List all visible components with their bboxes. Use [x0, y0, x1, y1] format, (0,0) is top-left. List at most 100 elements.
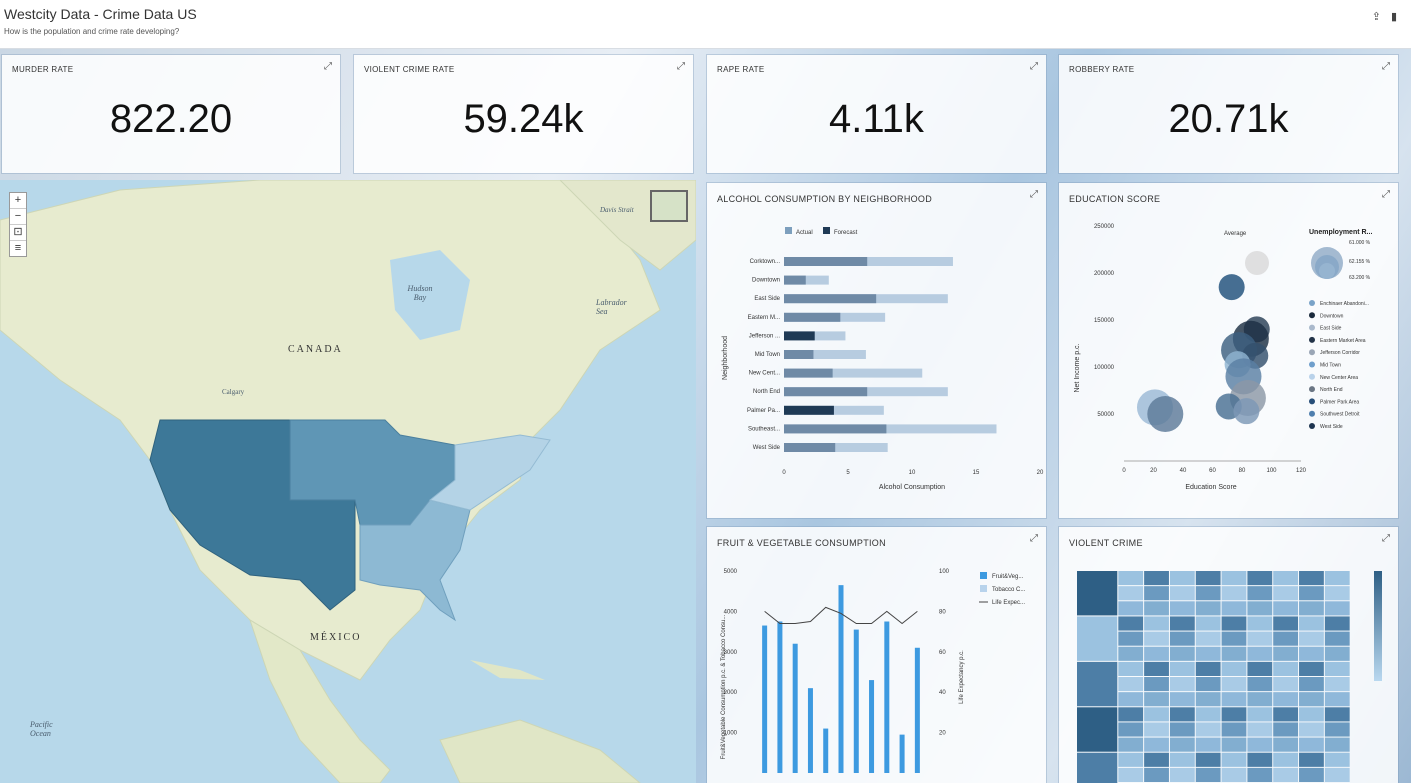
expand-icon[interactable]: ⤢ [1030, 533, 1038, 544]
bar-fruit-veg[interactable] [884, 621, 890, 774]
treemap-cell[interactable] [1324, 722, 1350, 737]
treemap-cell[interactable] [1247, 767, 1273, 782]
treemap-cell[interactable] [1144, 661, 1169, 676]
treemap-cell[interactable] [1247, 737, 1273, 752]
expand-icon[interactable]: ⤢ [1030, 189, 1038, 200]
zoom-in-button[interactable]: + [10, 193, 26, 209]
treemap-cell[interactable] [1247, 677, 1273, 692]
treemap-cell[interactable] [1299, 586, 1324, 601]
treemap-cell[interactable] [1144, 586, 1169, 601]
bar-forecast[interactable] [784, 368, 923, 378]
treemap-cell[interactable] [1273, 677, 1299, 692]
treemap-cell[interactable] [1273, 601, 1299, 616]
treemap-cell[interactable] [1221, 616, 1247, 631]
bar-forecast[interactable] [784, 350, 866, 359]
treemap-cell[interactable] [1169, 601, 1195, 616]
treemap-cell[interactable] [1118, 767, 1144, 782]
bar-actual[interactable] [784, 257, 868, 266]
zoom-out-button[interactable]: − [10, 209, 26, 225]
treemap-cell[interactable] [1077, 571, 1118, 616]
treemap-cell[interactable] [1299, 692, 1324, 707]
treemap-cell[interactable] [1195, 601, 1221, 616]
treemap-cell[interactable] [1169, 752, 1195, 767]
treemap-cell[interactable] [1169, 661, 1195, 676]
treemap-cell[interactable] [1299, 571, 1324, 586]
bar-fruit-veg[interactable] [914, 647, 920, 773]
treemap-cell[interactable] [1273, 692, 1299, 707]
expand-icon[interactable]: ⤢ [1382, 533, 1390, 544]
treemap-cell[interactable] [1221, 767, 1247, 782]
us-northeast-region[interactable] [428, 434, 551, 511]
treemap-cell[interactable] [1118, 646, 1144, 661]
treemap-cell[interactable] [1247, 571, 1273, 586]
treemap-cell[interactable] [1169, 737, 1195, 752]
treemap-cell[interactable] [1195, 692, 1221, 707]
treemap-cell[interactable] [1324, 767, 1350, 782]
treemap-cell[interactable] [1118, 586, 1144, 601]
treemap-cell[interactable] [1273, 722, 1299, 737]
treemap-cell[interactable] [1273, 707, 1299, 722]
bar-fruit-veg[interactable] [762, 625, 768, 773]
treemap-cell[interactable] [1273, 767, 1299, 782]
expand-icon[interactable]: ⤢ [677, 61, 685, 72]
treemap-cell[interactable] [1221, 737, 1247, 752]
treemap-cell[interactable] [1195, 752, 1221, 767]
share-icon[interactable]: ⇪ [1371, 11, 1381, 23]
us-southeast-region[interactable] [359, 499, 471, 622]
bar-actual[interactable] [784, 387, 868, 397]
bar-actual[interactable] [784, 312, 841, 322]
bar-fruit-veg[interactable] [853, 629, 859, 773]
treemap-cell[interactable] [1221, 601, 1247, 616]
treemap-cell[interactable] [1195, 707, 1221, 722]
treemap-cell[interactable] [1247, 661, 1273, 676]
treemap-cell[interactable] [1195, 571, 1221, 586]
treemap-cell[interactable] [1221, 722, 1247, 737]
layers-button[interactable]: ≡ [14, 242, 22, 254]
treemap-cell[interactable] [1169, 571, 1195, 586]
bar-fruit-veg[interactable] [899, 734, 905, 773]
treemap-cell[interactable] [1247, 692, 1273, 707]
treemap-cell[interactable] [1144, 571, 1169, 586]
treemap-cell[interactable] [1324, 737, 1350, 752]
treemap-cell[interactable] [1169, 646, 1195, 661]
kpi-rape-rate[interactable]: RAPE RATE 4.11k ⤢ [707, 55, 1046, 173]
map-overview-toggle[interactable] [650, 190, 688, 222]
treemap-cell[interactable] [1118, 737, 1144, 752]
treemap-cell[interactable] [1169, 722, 1195, 737]
treemap-cell[interactable] [1324, 661, 1350, 676]
treemap-cell[interactable] [1221, 646, 1247, 661]
treemap-cell[interactable] [1299, 661, 1324, 676]
bar-forecast[interactable] [784, 443, 888, 452]
treemap-cell[interactable] [1118, 707, 1144, 722]
treemap-cell[interactable] [1324, 586, 1350, 601]
treemap-cell[interactable] [1299, 752, 1324, 767]
treemap-cell[interactable] [1077, 707, 1118, 752]
treemap-cell[interactable] [1144, 631, 1169, 646]
treemap-cell[interactable] [1118, 571, 1144, 586]
treemap-cell[interactable] [1299, 646, 1324, 661]
bar-forecast[interactable] [784, 424, 997, 434]
treemap-cell[interactable] [1077, 661, 1118, 707]
treemap-cell[interactable] [1195, 737, 1221, 752]
treemap-cell[interactable] [1299, 737, 1324, 752]
treemap-cell[interactable] [1273, 631, 1299, 646]
treemap-cell[interactable] [1195, 677, 1221, 692]
treemap-cell[interactable] [1247, 586, 1273, 601]
treemap-cell[interactable] [1247, 616, 1273, 631]
treemap-cell[interactable] [1221, 631, 1247, 646]
bar-actual[interactable] [784, 275, 806, 285]
treemap-cell[interactable] [1169, 616, 1195, 631]
bar-fruit-veg[interactable] [792, 643, 798, 773]
bar-actual[interactable] [784, 368, 833, 378]
treemap-cell[interactable] [1118, 661, 1144, 676]
treemap-cell[interactable] [1118, 722, 1144, 737]
treemap-cell[interactable] [1299, 767, 1324, 782]
expand-icon[interactable]: ⤢ [1030, 61, 1038, 72]
bookmark-icon[interactable]: ▮ [1390, 11, 1397, 23]
treemap-cell[interactable] [1299, 707, 1324, 722]
bar-forecast[interactable] [784, 257, 953, 266]
treemap-cell[interactable] [1299, 601, 1324, 616]
bar-fruit-veg[interactable] [777, 621, 783, 774]
treemap-cell[interactable] [1118, 631, 1144, 646]
treemap-cell[interactable] [1221, 692, 1247, 707]
